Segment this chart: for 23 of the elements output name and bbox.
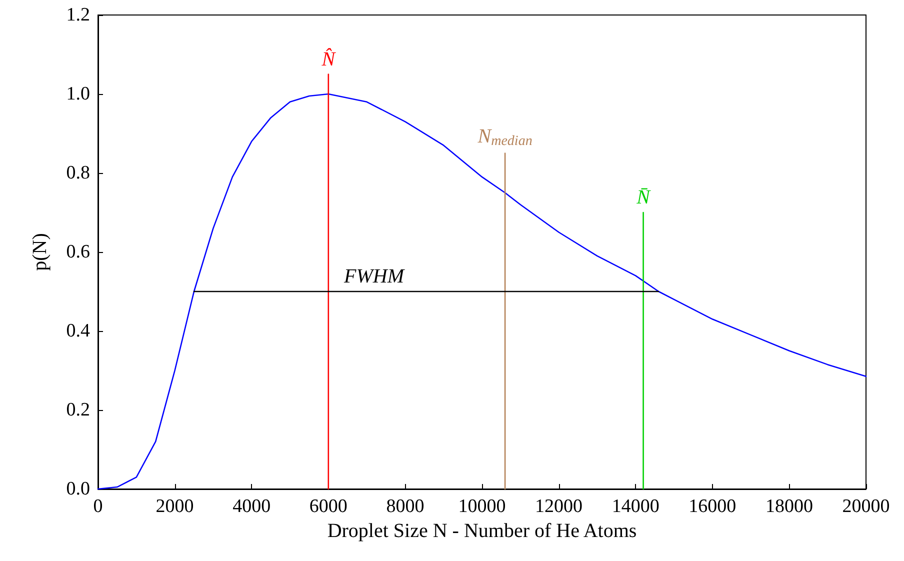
- x-tick-label: 14000: [612, 496, 660, 517]
- y-tick-label: 0.8: [66, 162, 90, 184]
- series-label: N̂: [320, 48, 337, 70]
- x-tick-label: 6000: [309, 496, 348, 517]
- x-tick-label: 18000: [765, 496, 813, 517]
- x-tick-label: 12000: [535, 496, 583, 517]
- x-tick-label: 20000: [842, 496, 890, 517]
- x-tick-label: 8000: [386, 496, 424, 517]
- x-tick-label: 2000: [156, 496, 194, 517]
- y-axis-title: p(N): [29, 233, 51, 271]
- y-tick-label: 0.6: [66, 242, 90, 262]
- y-tick-label: 0.0: [66, 478, 90, 500]
- y-tick-label: 1.0: [66, 84, 90, 104]
- y-tick-label: 1.2: [66, 4, 90, 26]
- x-tick-label: 16000: [688, 496, 736, 517]
- x-tick-label: 0: [93, 496, 103, 517]
- series-label: N̄: [636, 186, 652, 208]
- y-tick-label: 0.4: [66, 320, 90, 342]
- y-tick-label: 0.2: [66, 400, 90, 420]
- series-label: FWHM: [343, 266, 406, 288]
- x-tick-label: 4000: [232, 496, 271, 517]
- x-axis-title: Droplet Size N - Number of He Atoms: [327, 520, 637, 542]
- x-tick-label: 10000: [458, 496, 506, 517]
